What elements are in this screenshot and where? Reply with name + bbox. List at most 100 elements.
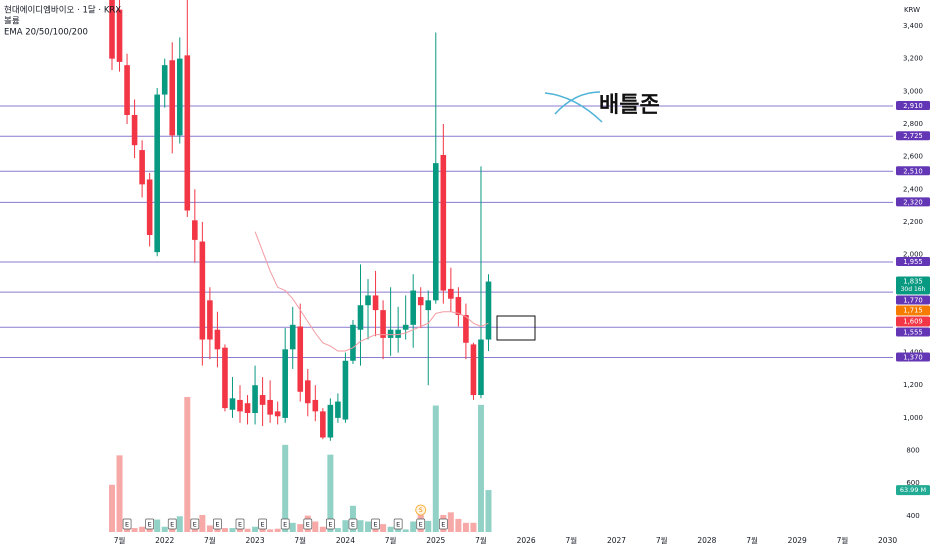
event-box (303, 518, 313, 530)
y-tick-label: 2,000 (903, 251, 923, 259)
volume-title: 볼륨 (4, 16, 20, 27)
event-box (122, 518, 132, 530)
currency-label: KRW (904, 6, 920, 14)
x-tick-label: 7월 (475, 535, 487, 545)
event-label: E (306, 521, 310, 529)
volume-bar (357, 520, 364, 532)
price-tag (896, 305, 930, 316)
event-box (235, 518, 245, 530)
y-tick-label: 2,800 (903, 120, 923, 128)
candle-body (372, 295, 379, 311)
y-tick-label: 3,000 (903, 87, 923, 95)
candle-body (154, 94, 160, 253)
candle-body (282, 349, 288, 418)
volume-bar (342, 520, 349, 532)
candle-body (169, 60, 176, 136)
volume-bar (455, 518, 462, 532)
volume-bar (297, 524, 304, 532)
candle-body (335, 401, 341, 418)
volume-bar (109, 484, 115, 532)
candle-body (222, 347, 228, 409)
candle-body (350, 324, 356, 361)
ema-line (254, 231, 489, 352)
price-tag-label: 1,835 (903, 278, 922, 286)
volume-bar (327, 454, 334, 532)
candle-body (199, 241, 206, 340)
event-label: E (193, 521, 197, 529)
x-tick-label: 2030 (878, 536, 897, 545)
volume-bar (485, 490, 492, 532)
y-tick-label: 3,200 (903, 55, 923, 63)
candle-body (478, 339, 484, 396)
price-tag-label: 2,725 (903, 132, 922, 140)
chart-title: 현대에이디엠바이오 · 1달 · KRX (4, 5, 121, 16)
volume-bar (161, 526, 168, 532)
x-tick-label: 7월 (837, 535, 849, 545)
candle-body (274, 411, 281, 417)
volume-bar (402, 529, 409, 532)
event-label: E (238, 521, 242, 529)
candle-body (252, 385, 258, 414)
volume-bar (334, 528, 341, 532)
candle-body (161, 65, 168, 95)
candle-body (463, 315, 469, 343)
candle-body (244, 403, 251, 414)
y-tick-label: 1,200 (903, 381, 923, 389)
candle-body (425, 300, 432, 311)
volume-bar (184, 397, 191, 532)
candle-body (124, 65, 130, 115)
x-tick-label: 7월 (385, 535, 397, 545)
dividend-marker (415, 504, 427, 516)
price-tag (896, 316, 930, 327)
price-tag-label: 2,320 (903, 198, 922, 206)
volume-bar (380, 524, 387, 532)
indicator-title: EMA 20/50/100/200 (4, 28, 88, 38)
candle-body (116, 9, 123, 62)
logo-stroke (554, 91, 601, 115)
event-label: E (419, 521, 423, 529)
volume-bar (410, 521, 417, 532)
candle-body (304, 380, 311, 404)
candle-body (448, 288, 454, 299)
volume-bar (312, 521, 319, 532)
event-box (258, 518, 267, 530)
event-box (167, 518, 177, 530)
volume-bar (116, 455, 123, 532)
volume-tag-label: 63.99 M (900, 486, 926, 494)
x-tick-label: 2023 (246, 536, 265, 545)
x-tick-label: 7월 (114, 535, 126, 545)
x-tick-label: 2025 (426, 536, 445, 545)
volume-bar (267, 529, 274, 532)
candle-body (131, 114, 138, 146)
candle-body (109, 0, 115, 59)
y-tick-label: 1,000 (903, 414, 923, 422)
volume-bar (274, 528, 281, 532)
volume-bar (387, 526, 394, 532)
volume-bar (462, 522, 469, 532)
event-label: E (170, 521, 174, 529)
volume-bar (447, 512, 454, 532)
x-tick-label: 2029 (788, 536, 807, 545)
candle-body (327, 404, 334, 438)
candle-body (470, 344, 477, 396)
candle-body (485, 281, 492, 340)
volume-bar (199, 514, 206, 532)
candle-body (207, 300, 213, 340)
x-tick-label: 2026 (517, 536, 536, 545)
volume-bar (282, 444, 289, 532)
candle-body (342, 360, 349, 420)
event-box (371, 518, 380, 530)
candle-body (184, 55, 191, 211)
candle-body (395, 329, 401, 338)
y-tick-label: 2,200 (903, 218, 923, 226)
y-tick-label: 2,600 (903, 153, 923, 161)
event-label: E (283, 521, 287, 529)
price-tag-label: 30d 16h (901, 286, 926, 293)
x-tick-label: 7월 (656, 535, 668, 545)
event-box (348, 518, 358, 530)
event-label: E (373, 521, 377, 529)
candle-body (432, 163, 439, 301)
